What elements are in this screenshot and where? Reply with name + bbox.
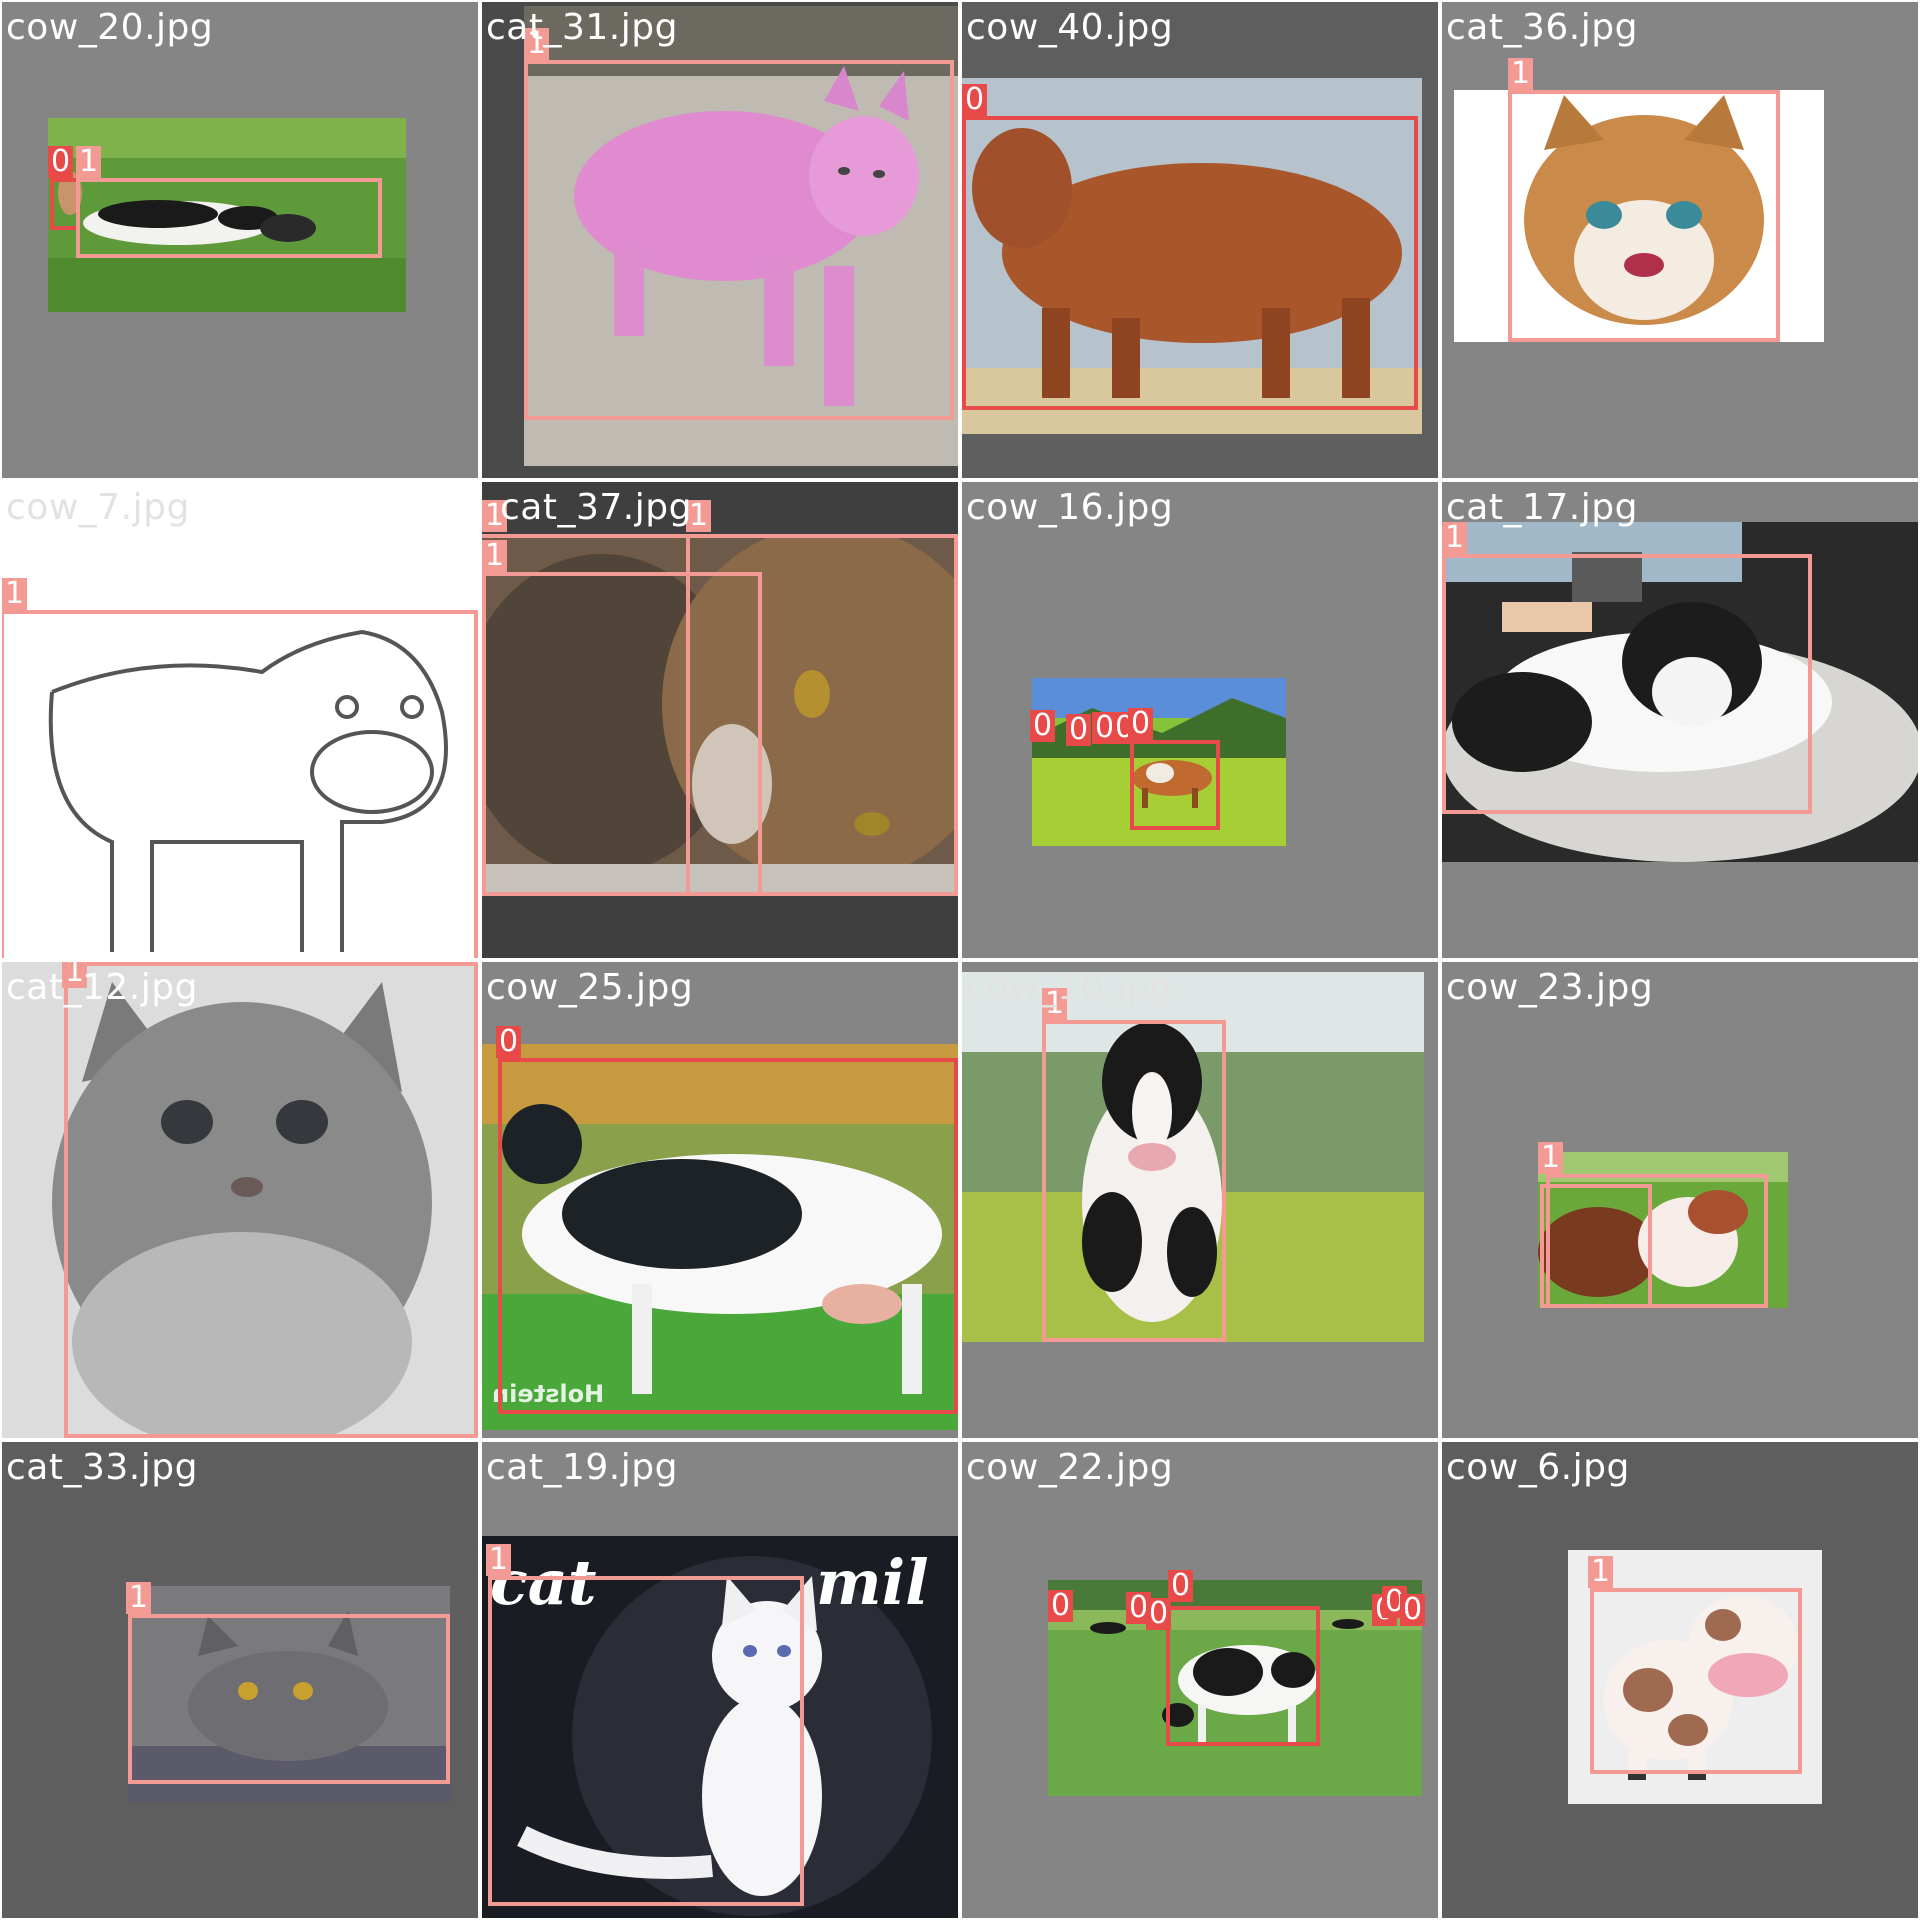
- tile-cow-7: 1 cow_7.jpg: [2, 482, 478, 958]
- label-cow-20-a: 0: [48, 146, 74, 178]
- photo-cow-40: [962, 78, 1422, 434]
- label-cow-22-a: 0: [1048, 1590, 1074, 1622]
- label-cat-31: 1: [524, 28, 550, 60]
- tile-cow-10: 1 cow_10.jpg: [962, 962, 1438, 1438]
- box-cow-7: [2, 610, 478, 958]
- box-cow-6: [1590, 1588, 1802, 1774]
- box-cat-12: [64, 962, 478, 1438]
- box-cow-25: [498, 1058, 958, 1414]
- tile-cat-17: 1 cat_17.jpg: [1442, 482, 1918, 958]
- photo-cat-12: [2, 962, 478, 1438]
- tile-name-cow-6: cow_6.jpg: [1446, 1447, 1630, 1488]
- tile-name-cat-33: cat_33.jpg: [6, 1447, 198, 1488]
- photo-cow-22: [1048, 1580, 1422, 1796]
- label-cow-20-b: 1: [76, 146, 102, 178]
- label-cow-23: 1: [1538, 1142, 1564, 1174]
- cat-19-word-right: mil: [816, 1546, 929, 1619]
- box-cat-19: [488, 1576, 804, 1906]
- tile-name-cat-19: cat_19.jpg: [486, 1447, 678, 1488]
- box-cat-33: [128, 1614, 450, 1784]
- label-cow-22-g: 0: [1400, 1594, 1426, 1626]
- photo-cow-25: [482, 1044, 958, 1430]
- label-cat-12: 1: [62, 962, 88, 988]
- photo-cat-19: [482, 1536, 958, 1918]
- tile-cat-12: 1 cat_12.jpg: [2, 962, 478, 1438]
- photo-cow-16: [1032, 678, 1286, 846]
- label-cat-33: 1: [126, 1582, 152, 1614]
- tile-cat-31: 1 cat_31.jpg: [482, 2, 958, 478]
- box-cow-40: [962, 116, 1418, 410]
- tile-cow-23: 1 cow_23.jpg: [1442, 962, 1918, 1438]
- tile-cat-33: 1 cat_33.jpg: [2, 1442, 478, 1918]
- tile-cow-6: 1 cow_6.jpg: [1442, 1442, 1918, 1918]
- tile-name-cow-10: cow_10.jpg: [966, 967, 1174, 1008]
- label-cow-16-a: 0: [1030, 710, 1056, 742]
- label-cow-16-b: 0: [1066, 714, 1092, 746]
- box-cow-23-b: [1546, 1174, 1768, 1308]
- tile-cow-40: 0 cow_40.jpg: [962, 2, 1438, 478]
- label-cow-40: 0: [962, 84, 988, 116]
- tile-name-cat-37: cat_37.jpg: [500, 487, 692, 528]
- photo-cat-17: [1442, 522, 1918, 862]
- label-cat-37-a: 1: [482, 540, 508, 572]
- photo-cow-6: [1568, 1550, 1822, 1804]
- label-cow-16-e: 0: [1128, 708, 1154, 740]
- photo-cow-20: [48, 118, 406, 312]
- tile-cat-37: 1 1 1 cat_37.jpg: [482, 482, 958, 958]
- photo-cow-10: [962, 972, 1424, 1342]
- tile-name-cow-25: cow_25.jpg: [486, 967, 694, 1008]
- tile-cow-22: 0 0 0 0 0 0 0 cow_22.jpg: [962, 1442, 1438, 1918]
- tile-name-cat-36: cat_36.jpg: [1446, 7, 1638, 48]
- label-cat-19: 1: [486, 1544, 512, 1576]
- tile-name-cow-20: cow_20.jpg: [6, 7, 214, 48]
- label-cat-36: 1: [1508, 58, 1534, 90]
- tile-name-cow-22: cow_22.jpg: [966, 1447, 1174, 1488]
- photo-cat-31: [524, 6, 958, 466]
- photo-cat-36: [1454, 90, 1824, 342]
- label-cat-37-c: 1: [686, 500, 712, 532]
- box-cat-36: [1508, 90, 1780, 342]
- box-cat-37-c: [686, 534, 958, 896]
- tile-cow-16: 0 0 0 0 0 cow_16.jpg: [962, 482, 1438, 958]
- box-cow-16-main: [1130, 740, 1220, 830]
- photo-cow-7: [2, 612, 478, 958]
- box-cat-37-a: [482, 572, 762, 896]
- box-cow-10: [1042, 1020, 1226, 1342]
- box-cat-31: [524, 60, 954, 420]
- label-cow-22-d: 0: [1168, 1570, 1194, 1602]
- box-cow-22-main: [1166, 1606, 1320, 1746]
- label-cat-37-b: 1: [482, 500, 508, 532]
- tile-name-cat-31: cat_31.jpg: [486, 7, 678, 48]
- tile-cat-36: 1 cat_36.jpg: [1442, 2, 1918, 478]
- tile-cat-19: cat mil 1 cat_19.jpg: [482, 1442, 958, 1918]
- tile-name-cat-17: cat_17.jpg: [1446, 487, 1638, 528]
- label-cow-22-c: 0: [1146, 1598, 1172, 1630]
- label-cow-7: 1: [2, 578, 28, 610]
- label-cow-6: 1: [1588, 1556, 1614, 1588]
- photo-cat-33: [128, 1586, 450, 1802]
- tile-name-cow-40: cow_40.jpg: [966, 7, 1174, 48]
- photo-cat-37: [482, 534, 958, 894]
- tile-name-cow-16: cow_16.jpg: [966, 487, 1174, 528]
- box-cat-17: [1442, 554, 1812, 814]
- box-cow-20-b: [76, 178, 382, 258]
- tile-cow-25: 0 Holstein cow_25.jpg: [482, 962, 958, 1438]
- label-cat-17: 1: [1442, 522, 1468, 554]
- label-cow-25: 0: [496, 1026, 522, 1058]
- tile-name-cat-12: cat_12.jpg: [6, 967, 198, 1008]
- photo-cow-23: [1538, 1152, 1788, 1308]
- tile-cow-20: 0 1 cow_20.jpg: [2, 2, 478, 478]
- tile-name-cow-23: cow_23.jpg: [1446, 967, 1654, 1008]
- label-cow-10: 1: [1042, 988, 1068, 1020]
- tile-name-cow-7: cow_7.jpg: [6, 487, 190, 528]
